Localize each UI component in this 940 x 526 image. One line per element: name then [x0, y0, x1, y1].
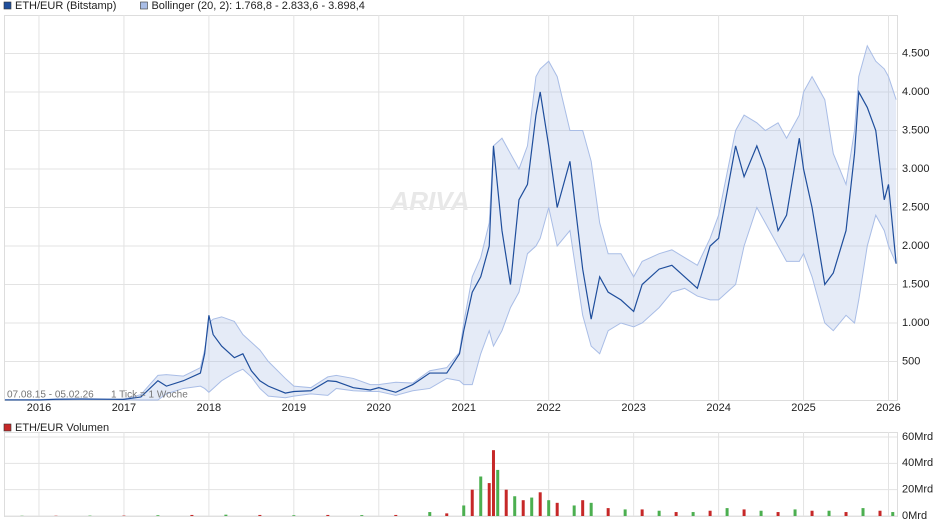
- volume-bar: [394, 514, 398, 516]
- x-tick-label: 2020: [367, 402, 391, 414]
- tick-note: 1 Tick = 1 Woche: [111, 390, 188, 401]
- volume-bar: [742, 509, 746, 516]
- volume-bar: [496, 469, 500, 516]
- bollinger-upper: [5, 44, 897, 401]
- legend-swatch: [3, 423, 12, 432]
- volume-bar: [691, 512, 695, 516]
- x-tick-label: 2025: [791, 402, 815, 414]
- volume-bar: [640, 509, 644, 516]
- volume-bar: [589, 502, 593, 516]
- y-tick-label: 2.000: [902, 240, 930, 252]
- volume-frame: [4, 432, 898, 517]
- legend-swatch: [140, 1, 148, 10]
- volume-bar: [827, 510, 831, 516]
- volume-bar: [491, 450, 495, 516]
- volume-bar: [793, 509, 797, 516]
- legend-label: ETH/EUR (Bitstamp): [15, 0, 116, 12]
- volume-bar: [360, 515, 364, 516]
- y-tick-label: 500: [902, 355, 920, 367]
- volume-bar: [623, 509, 627, 516]
- volume-bar: [708, 510, 712, 516]
- volume-bar: [428, 512, 432, 516]
- volume-bar: [725, 508, 729, 516]
- y-tick-label: 20Mrd: [902, 484, 933, 496]
- x-tick-label: 2017: [112, 402, 136, 414]
- volume-bar: [538, 492, 542, 516]
- x-tick-label: 2019: [282, 402, 306, 414]
- volume-bar: [224, 514, 228, 516]
- y-tick-label: 60Mrd: [902, 431, 933, 443]
- volume-bar: [470, 489, 474, 516]
- y-tick-label: 4.000: [902, 86, 930, 98]
- price-frame: [4, 15, 898, 401]
- watermark: ARIVA: [390, 186, 470, 216]
- x-tick-label: 2016: [27, 402, 51, 414]
- bollinger-band: [5, 45, 897, 401]
- price-line: [5, 89, 897, 401]
- volume-bar: [844, 512, 848, 516]
- volume-bar: [891, 512, 895, 516]
- y-tick-label: 1.500: [902, 278, 930, 290]
- volume-bar: [572, 505, 576, 516]
- x-tick-label: 2023: [621, 402, 645, 414]
- volume-bar: [521, 500, 525, 516]
- x-tick-label: 2018: [197, 402, 221, 414]
- volume-bar: [190, 514, 194, 516]
- volume-bar: [759, 510, 763, 516]
- volume-bar: [487, 483, 491, 516]
- volume-bar: [776, 512, 780, 516]
- volume-bar: [530, 497, 534, 516]
- legend-swatch: [3, 1, 12, 10]
- y-tick-label: 4.500: [902, 47, 930, 59]
- volume-bar: [555, 502, 559, 516]
- volume-bar: [462, 505, 466, 516]
- y-tick-label: 1.000: [902, 317, 930, 329]
- volume-bar: [156, 515, 160, 516]
- volume-bar: [606, 508, 610, 516]
- volume-bar: [674, 512, 678, 516]
- x-tick-label: 2021: [452, 402, 476, 414]
- volume-bar: [657, 510, 661, 516]
- volume-bar: [326, 514, 330, 516]
- volume-bar: [445, 513, 449, 516]
- volume-bar: [861, 508, 865, 516]
- y-tick-label: 40Mrd: [902, 457, 933, 469]
- y-tick-label: 3.000: [902, 163, 930, 175]
- x-tick-label: 2022: [536, 402, 560, 414]
- x-tick-label: 2024: [706, 402, 730, 414]
- legend-label: ETH/EUR Volumen: [15, 422, 109, 434]
- volume-bar: [479, 476, 483, 516]
- bollinger-lower: [5, 206, 897, 401]
- volume-bar: [878, 510, 882, 516]
- volume-bar: [292, 515, 296, 516]
- range-note: 07.08.15 - 05.02.26: [7, 390, 94, 401]
- volume-bar: [581, 500, 585, 516]
- volume-bar: [258, 514, 262, 516]
- x-tick-label: 2026: [876, 402, 900, 414]
- y-tick-label: 2.500: [902, 201, 930, 213]
- volume-bar: [504, 489, 508, 516]
- volume-bar: [810, 510, 814, 516]
- legend-label: Bollinger (20, 2): 1.768,8 - 2.833,6 - 3…: [151, 0, 364, 12]
- y-tick-label: 3.500: [902, 124, 930, 136]
- volume-bar: [547, 500, 551, 516]
- volume-bar: [513, 496, 517, 516]
- y-tick-label: 0Mrd: [902, 510, 927, 522]
